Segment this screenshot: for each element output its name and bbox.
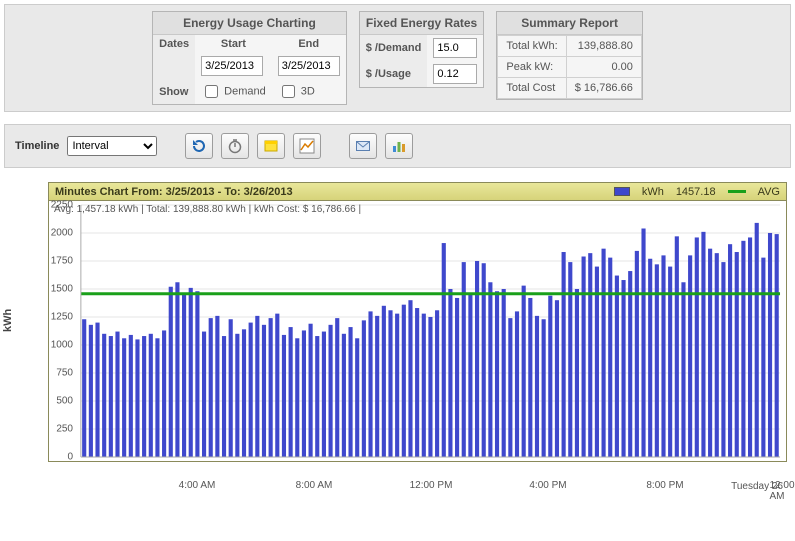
start-date-input[interactable]: [201, 56, 263, 76]
chart-area: kWh Minutes Chart From: 3/25/2013 - To: …: [4, 182, 791, 492]
rates-panel: Fixed Energy Rates $ /Demand $ /Usage: [359, 11, 485, 88]
legend-series-label: kWh: [642, 186, 664, 198]
demand-checkbox[interactable]: [205, 85, 218, 98]
chart-day-label: Tuesday 26: [731, 481, 783, 492]
mail-icon: [355, 138, 371, 154]
ytick-label: 500: [49, 396, 77, 407]
legend-swatch-kwh: [614, 187, 630, 196]
summary-table: Total kWh: 139,888.80 Peak kW: 0.00 Tota…: [497, 35, 641, 99]
xtick-label: 8:00 AM: [296, 480, 333, 491]
line-chart-icon: [299, 138, 315, 154]
rate-usage-input[interactable]: [433, 64, 477, 84]
total-kwh-value: 139,888.80: [566, 36, 641, 57]
legend-series-value: 1457.18: [676, 186, 716, 198]
chart-ylabel: kWh: [2, 309, 14, 332]
line-chart-button[interactable]: [293, 133, 321, 159]
total-kwh-label: Total kWh:: [498, 36, 566, 57]
timeline-strip: Timeline Interval: [4, 124, 791, 168]
chart-subtitle: Avg: 1,457.18 kWh | Total: 139,888.80 kW…: [54, 204, 361, 215]
peak-kw-value: 0.00: [566, 57, 641, 78]
demand-checkbox-label: Demand: [224, 85, 266, 97]
chart-plot: [49, 201, 786, 461]
mail-button[interactable]: [349, 133, 377, 159]
summary-header: Summary Report: [497, 12, 641, 35]
dates-label: Dates: [153, 35, 195, 53]
timeline-label: Timeline: [15, 140, 59, 152]
peak-kw-label: Peak kW:: [498, 57, 566, 78]
highlight-button[interactable]: [257, 133, 285, 159]
ytick-label: 2000: [49, 227, 77, 238]
chart-box: Minutes Chart From: 3/25/2013 - To: 3/26…: [48, 182, 787, 462]
three-d-checkbox-label: 3D: [301, 85, 315, 97]
chart-title: Minutes Chart From: 3/25/2013 - To: 3/26…: [55, 186, 293, 198]
charting-panel: Energy Usage Charting Dates Start End Sh…: [152, 11, 347, 105]
ytick-label: 0: [49, 452, 77, 463]
ytick-label: 1750: [49, 255, 77, 266]
summary-panel: Summary Report Total kWh: 139,888.80 Pea…: [496, 11, 642, 100]
chart-title-bar: Minutes Chart From: 3/25/2013 - To: 3/26…: [49, 183, 786, 201]
ytick-label: 1000: [49, 340, 77, 351]
three-d-checkbox[interactable]: [282, 85, 295, 98]
ytick-label: 250: [49, 424, 77, 435]
ytick-label: 1250: [49, 311, 77, 322]
xtick-label: 12:00 PM: [410, 480, 453, 491]
charting-header: Energy Usage Charting: [153, 12, 346, 35]
xtick-label: 4:00 AM: [179, 480, 216, 491]
legend-avg-label: AVG: [758, 186, 780, 198]
ytick-label: 750: [49, 368, 77, 379]
refresh-button[interactable]: [185, 133, 213, 159]
rate-usage-label: $ /Usage: [360, 61, 428, 87]
refresh-icon: [191, 138, 207, 154]
timer-icon: [227, 138, 243, 154]
xtick-label: 4:00 PM: [529, 480, 566, 491]
bar-chart-button[interactable]: [385, 133, 413, 159]
xtick-label: 8:00 PM: [646, 480, 683, 491]
show-label: Show: [153, 79, 195, 104]
rate-demand-label: $ /Demand: [360, 35, 428, 61]
timer-button[interactable]: [221, 133, 249, 159]
total-cost-label: Total Cost: [498, 78, 566, 99]
charting-table: Dates Start End Show Demand 3D: [153, 35, 346, 104]
timeline-select[interactable]: Interval: [67, 136, 157, 156]
ytick-label: 1500: [49, 283, 77, 294]
config-strip: Energy Usage Charting Dates Start End Sh…: [4, 4, 791, 112]
end-date-input[interactable]: [278, 56, 340, 76]
bar-chart-icon: [391, 138, 407, 154]
end-label: End: [272, 35, 346, 53]
start-label: Start: [195, 35, 272, 53]
rate-demand-input[interactable]: [433, 38, 477, 58]
legend-line-avg: [728, 190, 746, 193]
highlight-icon: [263, 138, 279, 154]
total-cost-value: $ 16,786.66: [566, 78, 641, 99]
rates-header: Fixed Energy Rates: [360, 12, 484, 35]
rates-table: $ /Demand $ /Usage: [360, 35, 484, 87]
chart-legend: kWh 1457.18 AVG: [614, 186, 780, 198]
